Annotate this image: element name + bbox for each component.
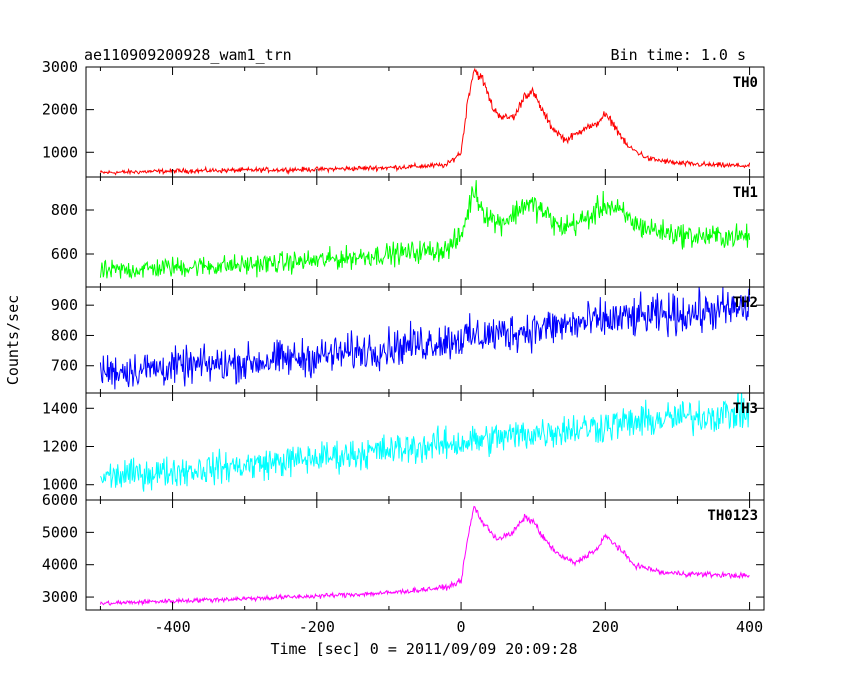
x-axis-label: Time [sec] 0 = 2011/09/09 20:09:28 <box>270 640 577 658</box>
series-line-th2 <box>99 287 751 390</box>
y-tick-label: 4000 <box>42 556 78 574</box>
y-tick-label: 800 <box>51 201 78 219</box>
x-tick-label: 400 <box>736 618 763 636</box>
series-line-th0123 <box>99 505 750 607</box>
panel-th2: 700 800 900 TH2 <box>51 286 765 394</box>
y-tick-label: 6000 <box>42 491 78 509</box>
bin-time-label: Bin time: 1.0 s <box>611 46 746 64</box>
y-tick-label: 1000 <box>42 476 78 494</box>
y-tick-label: 2000 <box>42 101 78 119</box>
y-tick-label: 1200 <box>42 438 78 456</box>
panel-th0: 1000 2000 3000 TH0 <box>42 58 765 178</box>
panel-label: TH0 <box>733 75 758 91</box>
y-tick-label: 1400 <box>42 399 78 417</box>
panel-label: TH1 <box>733 185 758 201</box>
series-line-th3 <box>100 393 750 492</box>
panel-label: TH2 <box>733 295 758 311</box>
panel-th0123: 3000 4000 5000 6000 TH0123 <box>42 491 765 611</box>
panel-th3: 1000 1200 1400 TH3 <box>42 392 765 501</box>
panel-th1: 600 800 TH1 <box>51 176 765 288</box>
series-line-th0 <box>99 67 751 176</box>
y-tick-label: 900 <box>51 296 78 314</box>
chart-title: ae110909200928_wam1_trn <box>84 46 292 64</box>
panel-label: TH0123 <box>707 508 758 524</box>
x-tick-label: 200 <box>592 618 619 636</box>
panel-frame <box>85 286 765 394</box>
y-tick-label: 5000 <box>42 523 78 541</box>
x-tick-label: -400 <box>154 618 190 636</box>
y-tick-label: 800 <box>51 326 78 344</box>
y-tick-label: 700 <box>51 357 78 375</box>
panel-frame <box>85 499 765 611</box>
series-line-th1 <box>99 180 751 280</box>
panel-label: TH3 <box>733 401 758 417</box>
y-tick-label: 1000 <box>42 143 78 161</box>
y-tick-label: 3000 <box>42 588 78 606</box>
x-tick-label: -200 <box>299 618 335 636</box>
y-tick-label: 3000 <box>42 58 78 76</box>
y-tick-label: 600 <box>51 245 78 263</box>
x-tick-label: 0 <box>457 618 466 636</box>
y-axis-label: Counts/sec <box>4 295 22 385</box>
